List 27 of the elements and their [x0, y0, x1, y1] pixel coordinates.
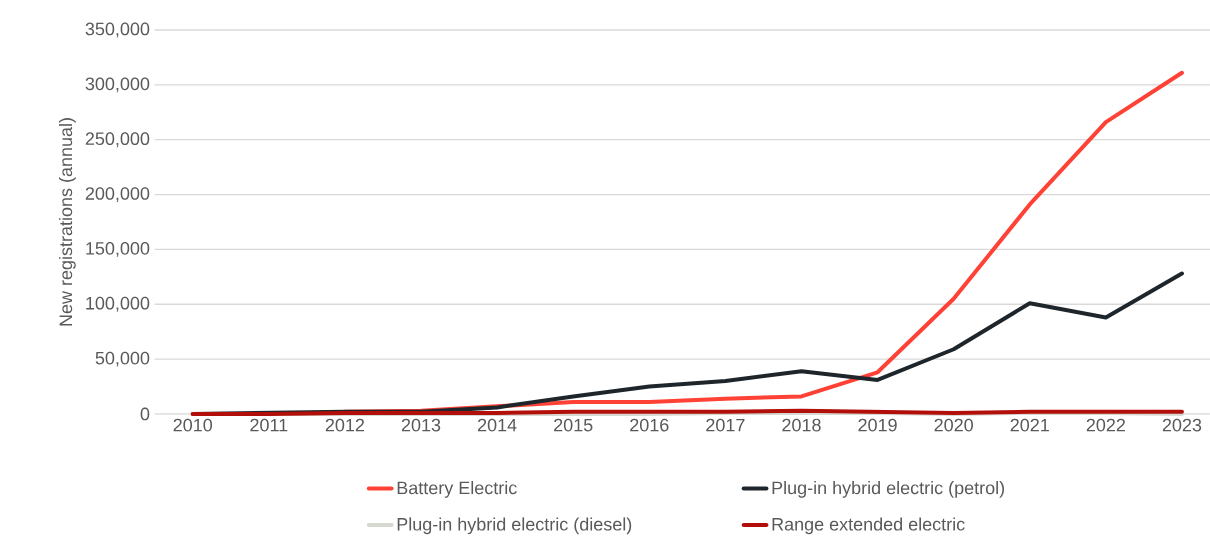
y-tick-label: 350,000 — [85, 22, 150, 38]
x-tick-label: 2022 — [1086, 418, 1125, 432]
x-tick-label: 2014 — [477, 418, 517, 432]
x-tick-label: 2012 — [325, 418, 365, 432]
x-tick-label: 2020 — [934, 418, 973, 432]
legend-label: Battery Electric — [397, 481, 517, 498]
x-tick-label: 2019 — [858, 418, 897, 432]
y-tick-label: 200,000 — [85, 187, 150, 202]
x-tick-label: 2015 — [554, 418, 593, 432]
x-tick-label: 2018 — [782, 418, 821, 432]
x-tick-label: 2016 — [630, 418, 669, 432]
y-tick-label: 50,000 — [95, 351, 150, 367]
y-tick-label: 300,000 — [85, 77, 150, 93]
legend-label: Range extended electric — [772, 517, 965, 535]
legend-label: Plug-in hybrid electric (diesel) — [397, 517, 632, 535]
x-tick-label: 2013 — [401, 418, 441, 432]
y-tick-label: 150,000 — [86, 241, 150, 257]
x-tick-label: 2011 — [250, 418, 288, 432]
x-tick-label: 2010 — [173, 418, 213, 432]
legend-label: Plug-in hybrid electric (petrol) — [772, 481, 1005, 498]
x-tick-label: 2021 — [1010, 418, 1049, 432]
y-tick-label: 0 — [140, 407, 150, 421]
y-tick-label: 250,000 — [85, 132, 150, 148]
y-axis-title: New registrations (annual) — [58, 118, 76, 326]
x-tick-label: 2023 — [1162, 418, 1202, 432]
y-tick-label: 100,000 — [86, 296, 150, 312]
x-tick-label: 2017 — [706, 418, 745, 432]
